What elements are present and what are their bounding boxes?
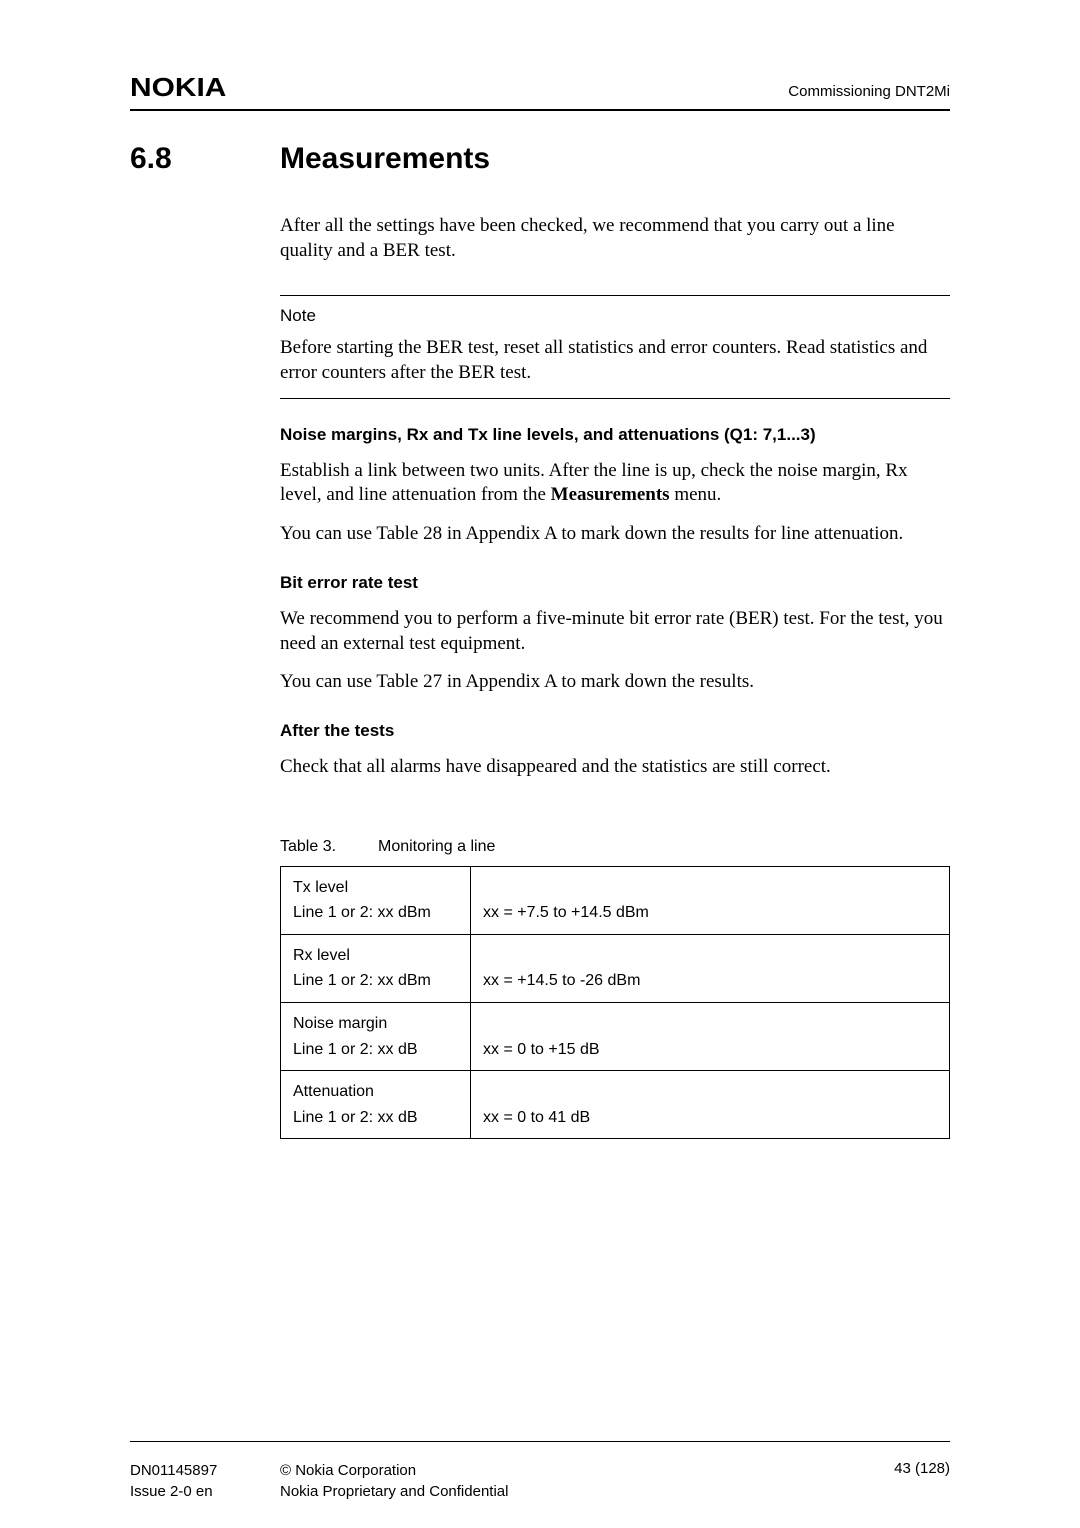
table-cell: Noise margin Line 1 or 2: xx dB — [281, 1002, 471, 1070]
cell-line2: Line 1 or 2: xx dBm — [293, 904, 431, 921]
section-title: Measurements — [280, 142, 490, 176]
cell-line2: Line 1 or 2: xx dB — [293, 1041, 418, 1058]
table-cell: Tx level Line 1 or 2: xx dBm — [281, 866, 471, 934]
section-number: 6.8 — [130, 142, 280, 176]
body-paragraph: Check that all alarms have disappeared a… — [280, 755, 950, 780]
footer-issue: Issue 2-0 en — [130, 1483, 213, 1500]
subheading-ber-test: Bit error rate test — [280, 573, 950, 593]
monitoring-table: Tx level Line 1 or 2: xx dBm xx = +7.5 to… — [280, 866, 950, 1140]
table-cell: xx = 0 to +15 dB — [471, 1002, 950, 1070]
footer-doc-number: DN01145897 — [130, 1462, 217, 1479]
table-cell: Attenuation Line 1 or 2: xx dB — [281, 1071, 471, 1139]
cell-line1: Attenuation — [293, 1083, 374, 1100]
table-row: Noise margin Line 1 or 2: xx dB xx = 0 to… — [281, 1002, 950, 1070]
footer-page-number: 43 (128) — [894, 1460, 950, 1477]
bold-measurements: Measurements — [551, 484, 670, 505]
footer-left: DN01145897 Issue 2-0 en — [130, 1460, 217, 1502]
footer-confidential: Nokia Proprietary and Confidential — [280, 1483, 508, 1500]
table-cell: xx = +7.5 to +14.5 dBm — [471, 866, 950, 934]
table-cell: xx = 0 to 41 dB — [471, 1071, 950, 1139]
header-doc-title: Commissioning DNT2Mi — [788, 83, 950, 100]
footer-center: © Nokia Corporation Nokia Proprietary an… — [280, 1460, 508, 1502]
intro-paragraph: After all the settings have been checked… — [280, 214, 950, 263]
table-caption: Table 3.Monitoring a line — [280, 838, 950, 856]
body-paragraph: Establish a link between two units. Afte… — [280, 459, 950, 508]
cell-line2: Line 1 or 2: xx dBm — [293, 972, 431, 989]
cell-line2: Line 1 or 2: xx dB — [293, 1109, 418, 1126]
table-row: Tx level Line 1 or 2: xx dBm xx = +7.5 to… — [281, 866, 950, 934]
table-cell: xx = +14.5 to -26 dBm — [471, 934, 950, 1002]
body-paragraph: You can use Table 28 in Appendix A to ma… — [280, 522, 950, 547]
text-run: menu. — [670, 484, 722, 505]
table-caption-title: Monitoring a line — [378, 838, 495, 855]
note-box: Note Before starting the BER test, reset… — [280, 295, 950, 398]
cell-line1: Rx level — [293, 947, 350, 964]
table-row: Rx level Line 1 or 2: xx dBm xx = +14.5 t… — [281, 934, 950, 1002]
table-row: Attenuation Line 1 or 2: xx dB xx = 0 to … — [281, 1071, 950, 1139]
footer-copyright: © Nokia Corporation — [280, 1462, 416, 1479]
cell-line1: Tx level — [293, 879, 348, 896]
subheading-noise-margins: Noise margins, Rx and Tx line levels, an… — [280, 425, 950, 445]
nokia-logo: NOKIA — [130, 72, 226, 103]
note-label: Note — [280, 306, 950, 326]
table-cell: Rx level Line 1 or 2: xx dBm — [281, 934, 471, 1002]
main-content: 6.8Measurements After all the settings h… — [130, 142, 950, 1139]
page-footer: DN01145897 Issue 2-0 en © Nokia Corporat… — [130, 1441, 950, 1460]
body-block: After all the settings have been checked… — [280, 214, 950, 1139]
table-caption-number: Table 3. — [280, 838, 378, 856]
body-paragraph: We recommend you to perform a five-minut… — [280, 607, 950, 656]
section-heading-row: 6.8Measurements — [130, 142, 950, 176]
body-paragraph: You can use Table 27 in Appendix A to ma… — [280, 670, 950, 695]
note-text: Before starting the BER test, reset all … — [280, 336, 950, 385]
page-header: NOKIA Commissioning DNT2Mi — [130, 72, 950, 111]
subheading-after-tests: After the tests — [280, 721, 950, 741]
cell-line1: Noise margin — [293, 1015, 387, 1032]
